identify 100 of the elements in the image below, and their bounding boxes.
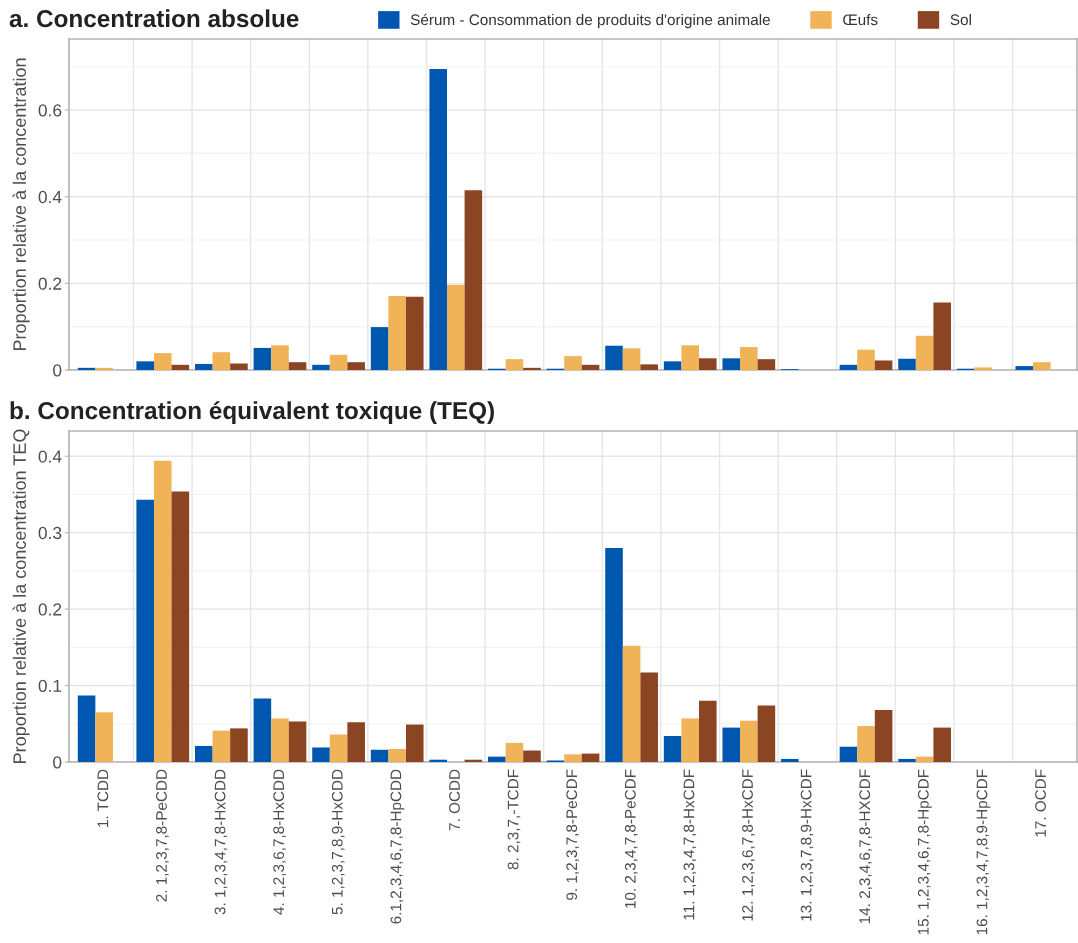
bar: [757, 359, 776, 370]
y-axis-title: Proportion relative à la concentration: [12, 58, 30, 351]
x-tick-label: 6.1,2,3,4,6,7,8-HpCDD: [390, 769, 405, 924]
bar: [136, 361, 154, 370]
bar: [839, 746, 858, 762]
bar: [370, 327, 389, 370]
bar: [153, 353, 172, 370]
bar: [640, 672, 658, 762]
y-tick-label: 0.2: [38, 603, 62, 616]
bar: [622, 645, 641, 762]
x-tick-label: 17. OCDF: [1035, 769, 1046, 837]
bar: [740, 347, 758, 370]
bar: [564, 356, 582, 370]
bar: [195, 745, 213, 762]
bar: [429, 759, 447, 762]
chart-title: b. Concentration équivalent toxique (TEQ): [10, 401, 494, 424]
bar: [857, 349, 875, 370]
x-tick-label: 11. 1,2,3,4,7,8-HxCDF: [683, 769, 697, 920]
bar: [171, 364, 190, 370]
bar: [523, 750, 541, 762]
bar: [681, 345, 699, 370]
y-tick-label: 0.4: [38, 450, 62, 463]
bar: [699, 700, 717, 762]
bar: [195, 363, 213, 370]
bar: [488, 756, 506, 762]
bar: [347, 722, 365, 762]
x-tick-label: 12. 1,2,3,6,7,8-HxCDF: [742, 769, 755, 921]
bar: [388, 749, 406, 762]
bar: [171, 491, 190, 762]
bar: [288, 362, 307, 370]
x-tick-label: 1. TCDD: [97, 769, 109, 827]
bar: [898, 358, 916, 370]
bar: [605, 547, 623, 762]
bar: [722, 358, 741, 370]
bar: [370, 749, 389, 762]
x-tick-label: 14. 2,3,4,6,7,8-HXCDF: [859, 769, 872, 924]
bar: [212, 352, 231, 370]
bar: [874, 360, 893, 370]
bar: [312, 364, 330, 370]
bar: [505, 742, 524, 762]
chart-title: a. Concentration absolue: [9, 9, 299, 28]
x-tick-label: 13. 1,2,3,7,8,9-HxCDF: [800, 769, 814, 921]
bar: [329, 734, 348, 762]
bar: [464, 190, 483, 370]
y-tick-label: 0.1: [38, 679, 62, 693]
x-tick-label: 5. 1,2,3,7,8,9-HxCDD: [331, 769, 345, 915]
bar: [329, 354, 348, 370]
x-tick-label: 4. 1,2,3,6,7,8-HxCDD: [273, 769, 286, 915]
bar: [740, 720, 758, 762]
bar: [933, 727, 951, 762]
bar: [722, 727, 741, 762]
bar: [136, 499, 154, 762]
bar: [915, 756, 934, 762]
bar: [839, 364, 858, 370]
bar: [622, 348, 641, 370]
bar: [681, 718, 699, 762]
bar: [212, 730, 231, 762]
bar: [581, 364, 600, 370]
y-tick-label: 0.2: [38, 277, 62, 290]
bar: [564, 754, 582, 762]
x-tick-label: 3. 1,2,3,4,7,8-HxCDD: [214, 769, 228, 915]
bar: [915, 335, 934, 370]
x-tick-label: 15. 1,2,3,4,6,7,8-HpCDF: [917, 769, 932, 935]
legend-label: Œufs: [843, 13, 878, 26]
y-tick-label: 0.6: [38, 104, 62, 117]
y-axis-title: Proportion relative à la concentration TEQ: [12, 429, 30, 763]
y-tick-label: 0.4: [38, 190, 62, 204]
bar: [95, 712, 113, 762]
bar: [699, 358, 717, 370]
bar: [347, 362, 365, 370]
x-tick-label: 16. 1,2,3,4,7,8,9-HpCDF: [976, 769, 991, 935]
bar: [640, 364, 658, 370]
x-tick-label: 2. 1,2,3,7,8-PeCDD: [156, 769, 169, 902]
bar: [781, 758, 799, 762]
bar: [253, 347, 272, 370]
y-tick-label: 0: [53, 364, 62, 377]
bar: [857, 726, 875, 762]
bar: [933, 302, 951, 370]
bar: [312, 747, 330, 762]
bar: [505, 359, 524, 370]
y-tick-label: 0: [53, 756, 62, 769]
bar: [447, 284, 465, 370]
x-tick-label: 8. 2,3,7,-TCDF: [507, 769, 521, 870]
bar: [253, 698, 272, 762]
bar: [153, 460, 172, 762]
bar: [757, 705, 776, 762]
bar: [874, 710, 893, 762]
bar: [230, 363, 248, 370]
x-tick-label: 9. 1,2,3,7,8-PeCDF: [566, 769, 579, 900]
bar: [388, 295, 406, 370]
bar: [95, 367, 113, 370]
bar: [1015, 366, 1034, 370]
bar: [663, 736, 682, 762]
bar: [429, 68, 447, 370]
bar: [77, 695, 96, 762]
bar: [663, 361, 682, 370]
bar: [271, 345, 289, 370]
bar: [605, 345, 623, 370]
bar: [271, 718, 289, 762]
bar: [288, 721, 307, 762]
